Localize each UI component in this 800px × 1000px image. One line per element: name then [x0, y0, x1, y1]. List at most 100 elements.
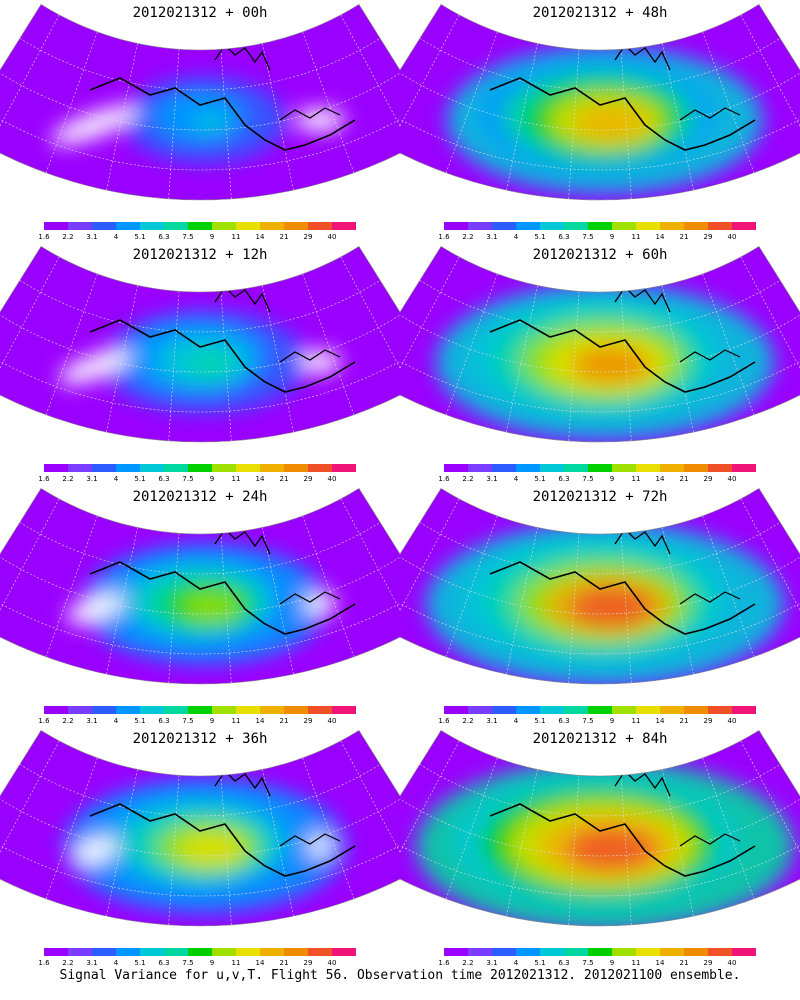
colorbar-swatch [660, 948, 684, 956]
colorbar-tick-label: 9 [609, 475, 615, 483]
colorbar-tick-label: 14 [255, 959, 265, 967]
colorbar-tick-label: 1.6 [38, 717, 50, 725]
variance-map [0, 246, 400, 443]
colorbar [44, 464, 356, 472]
colorbar-tick-label: 1.6 [438, 717, 450, 725]
colorbar-swatch [44, 706, 68, 714]
map-panel: 2012021312 + 84h 1.6 2.2 3.1 4 5.1 6.3 7.5 9 11 14… [400, 726, 800, 971]
colorbar-tick-label: 7.5 [182, 717, 194, 725]
colorbar-tick-label: 7.5 [582, 475, 594, 483]
colorbar [44, 706, 356, 714]
colorbar-tick-label: 9 [609, 959, 615, 967]
colorbar-tick-label: 3.1 [86, 959, 98, 967]
colorbar-tick-label: 4 [113, 717, 119, 725]
colorbar [44, 222, 356, 230]
colorbar-swatch [44, 222, 68, 230]
colorbar-tick-label: 2.2 [62, 717, 74, 725]
panel-title: 2012021312 + 24h [132, 489, 268, 505]
colorbar-swatch [732, 948, 756, 956]
colorbar-swatch [540, 464, 564, 472]
colorbar-tick-label: 7.5 [182, 959, 194, 967]
colorbar-swatch [492, 948, 516, 956]
colorbar-swatch [212, 706, 236, 714]
colorbar-swatch [708, 464, 732, 472]
colorbar-tick-label: 21 [679, 959, 689, 967]
colorbar-tick-label: 6.3 [558, 717, 570, 725]
colorbar-swatch [540, 222, 564, 230]
colorbar-swatch [444, 464, 468, 472]
colorbar-swatch [308, 222, 332, 230]
colorbar-tick-label: 40 [727, 717, 737, 725]
map-panel: 2012021312 + 00h 1.6 2.2 3.1 4 5.1 6.3 7.5 9 11 14… [0, 0, 400, 245]
colorbar-tick-label: 9 [209, 717, 215, 725]
colorbar-swatch [732, 222, 756, 230]
colorbar-tick-label: 1.6 [438, 475, 450, 483]
colorbar-tick-label: 29 [303, 233, 313, 241]
map-panel: 2012021312 + 72h 1.6 2.2 3.1 4 5.1 6.3 7.5 9 11 14… [400, 484, 800, 729]
colorbar-tick-label: 14 [655, 233, 665, 241]
colorbar-swatch [516, 706, 540, 714]
colorbar-tick-label: 5.1 [134, 959, 146, 967]
colorbar-swatch [260, 948, 284, 956]
colorbar-swatch [68, 464, 92, 472]
colorbar-swatch [92, 464, 116, 472]
colorbar-tick-label: 14 [255, 233, 265, 241]
colorbar-swatch [684, 706, 708, 714]
variance-map [0, 4, 400, 201]
colorbar-swatch [164, 222, 188, 230]
colorbar-swatch [260, 464, 284, 472]
colorbar-tick-label: 5.1 [134, 233, 146, 241]
colorbar-swatch [660, 706, 684, 714]
variance-map [400, 730, 800, 927]
colorbar-tick-label: 21 [679, 475, 689, 483]
colorbar-tick-label: 29 [703, 959, 713, 967]
colorbar-swatch [444, 948, 468, 956]
colorbar-swatch [236, 948, 260, 956]
colorbar-tick-label: 4 [113, 233, 119, 241]
map-panel: 2012021312 + 48h 1.6 2.2 3.1 4 5.1 6.3 7.5 9 11 14… [400, 0, 800, 245]
colorbar-tick-label: 6.3 [558, 959, 570, 967]
colorbar-swatch [116, 222, 140, 230]
colorbar-tick-label: 2.2 [462, 717, 474, 725]
colorbar-swatch [540, 706, 564, 714]
colorbar-swatch [492, 464, 516, 472]
colorbar-tick-label: 1.6 [438, 233, 450, 241]
colorbar-swatch [660, 464, 684, 472]
colorbar-tick-label: 11 [231, 959, 241, 967]
colorbar-tick-label: 9 [209, 233, 215, 241]
colorbar-tick-label: 5.1 [134, 717, 146, 725]
colorbar-tick-label: 11 [631, 717, 641, 725]
colorbar-swatch [140, 948, 164, 956]
colorbar-swatch [140, 706, 164, 714]
colorbar-swatch [492, 222, 516, 230]
variance-map [400, 4, 800, 201]
colorbar-swatch [68, 222, 92, 230]
colorbar-tick-label: 5.1 [534, 475, 546, 483]
colorbar-swatch [516, 222, 540, 230]
colorbar-swatch [332, 948, 356, 956]
colorbar-tick-label: 3.1 [86, 233, 98, 241]
map-panel: 2012021312 + 60h 1.6 2.2 3.1 4 5.1 6.3 7.5 9 11 14… [400, 242, 800, 487]
colorbar-swatch [564, 464, 588, 472]
colorbar-swatch [492, 706, 516, 714]
colorbar-tick-label: 14 [655, 717, 665, 725]
colorbar-swatch [68, 948, 92, 956]
colorbar-tick-label: 11 [631, 233, 641, 241]
colorbar-swatch [116, 706, 140, 714]
colorbar-swatch [92, 948, 116, 956]
colorbar-swatch [444, 222, 468, 230]
colorbar-swatch [684, 222, 708, 230]
colorbar-swatch [540, 948, 564, 956]
colorbar-tick-label: 5.1 [134, 475, 146, 483]
colorbar-swatch [284, 706, 308, 714]
variance-map [400, 246, 800, 443]
colorbar-swatch [308, 948, 332, 956]
colorbar-tick-label: 40 [327, 717, 337, 725]
colorbar [444, 222, 756, 230]
colorbar-swatch [588, 706, 612, 714]
colorbar [44, 948, 356, 956]
colorbar-swatch [332, 222, 356, 230]
colorbar-tick-label: 7.5 [182, 475, 194, 483]
colorbar-swatch [660, 222, 684, 230]
colorbar-swatch [212, 948, 236, 956]
